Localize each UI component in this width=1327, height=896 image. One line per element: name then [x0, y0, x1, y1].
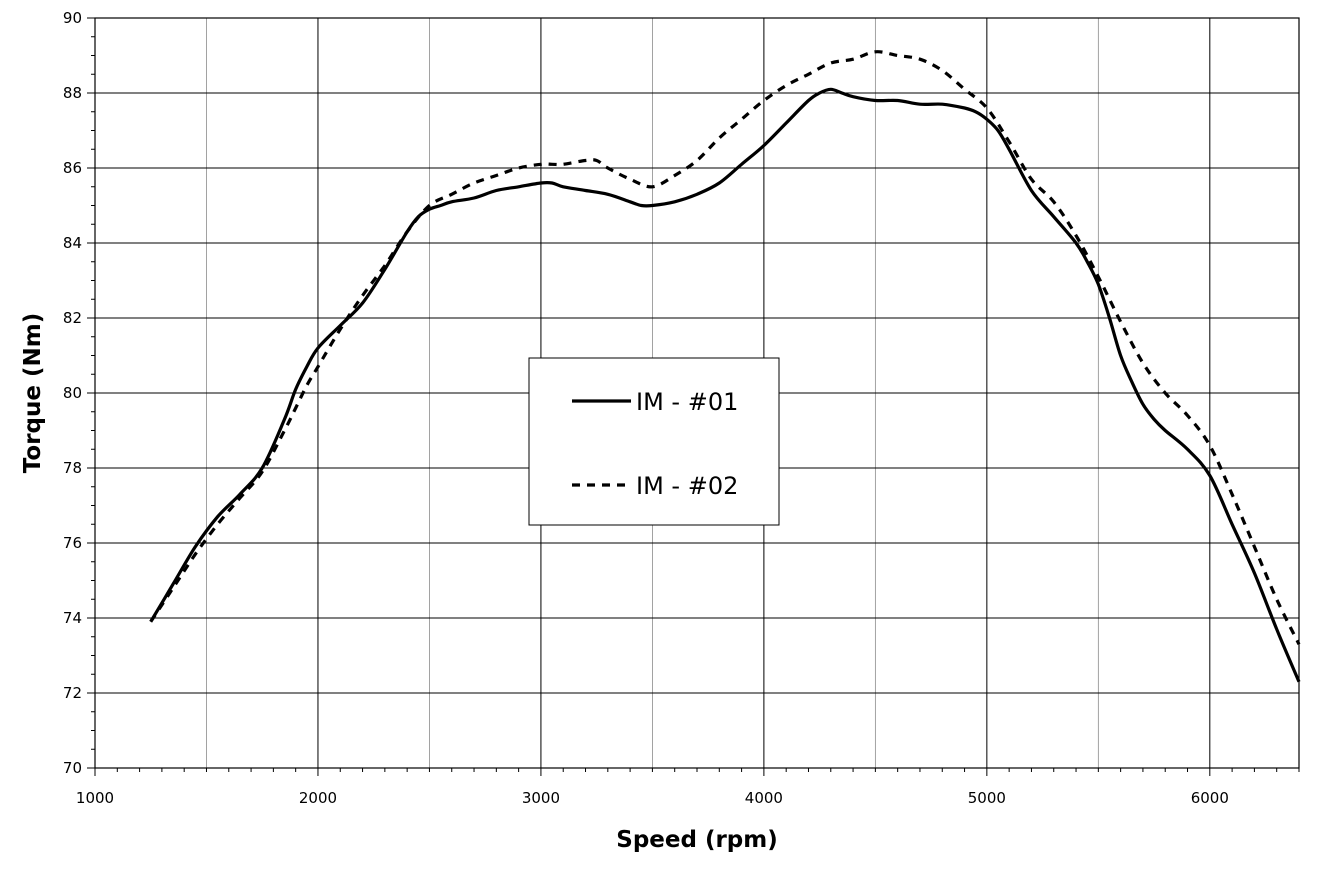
y-tick-label: 80	[63, 384, 82, 402]
y-tick-label: 76	[63, 534, 82, 552]
x-tick-label: 2000	[299, 789, 337, 807]
y-axis-title: Torque (Nm)	[20, 313, 46, 473]
y-tick-label: 88	[63, 84, 82, 102]
legend-box	[528, 357, 780, 526]
x-tick-label: 5000	[968, 789, 1006, 807]
y-tick-label: 90	[63, 9, 82, 27]
y-tick-label: 84	[63, 234, 82, 252]
x-tick-label: 1000	[76, 789, 114, 807]
legend: IM - #01 IM - #02	[528, 357, 780, 526]
x-tick-label: 3000	[522, 789, 560, 807]
x-tick-label: 6000	[1191, 789, 1229, 807]
legend-label-im-02: IM - #02	[636, 472, 738, 500]
series-line-im-01	[149, 87, 1301, 683]
y-tick-label: 72	[63, 684, 82, 702]
tick-labels: 70 72 74 76 78 80 82 84 86 88 90 1000 2000 3000 4000 50…	[63, 9, 1229, 807]
y-tick-label: 70	[63, 759, 82, 777]
legend-label-im-01: IM - #01	[636, 388, 738, 416]
x-axis-title: Speed (rpm)	[616, 827, 778, 853]
y-tick-label: 78	[63, 459, 82, 477]
y-tick-label: 82	[63, 309, 82, 327]
series-line-im-02	[149, 50, 1301, 646]
y-tick-label: 86	[63, 159, 82, 177]
x-tick-label: 4000	[745, 789, 783, 807]
series-layer	[149, 50, 1301, 683]
y-tick-label: 74	[63, 609, 82, 627]
axis-ticks	[87, 17, 1300, 776]
